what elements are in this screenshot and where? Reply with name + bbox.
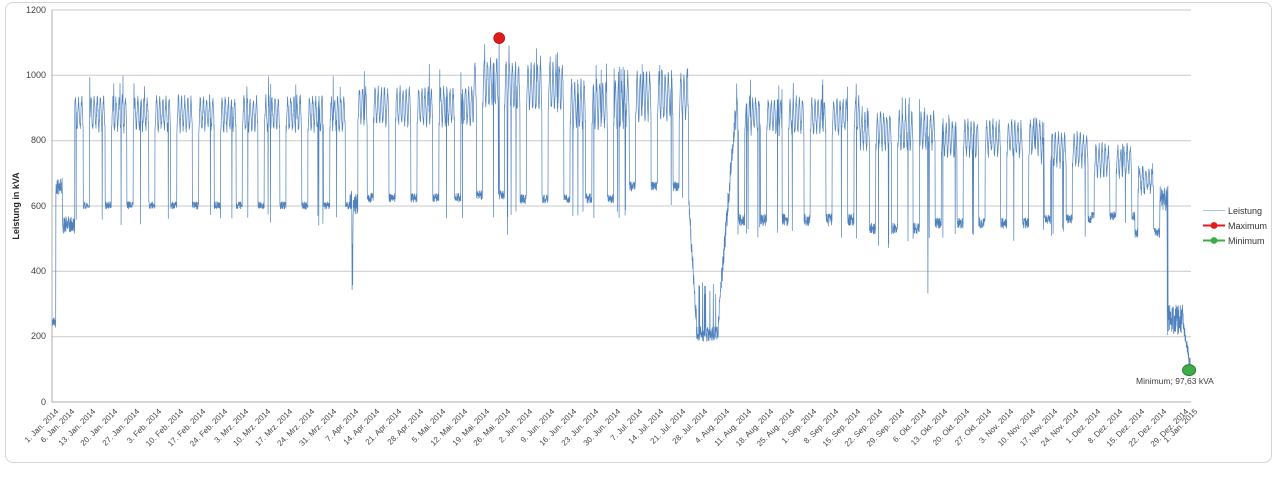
legend-label: Maximum [1228,220,1268,231]
y-tick-label: 1000 [25,69,46,80]
legend-label: Leistung [1228,205,1263,216]
legend: Leistung Maximum Minimum [1203,203,1275,248]
legend-item-minimum: Minimum [1203,233,1275,248]
y-tick-label: 800 [30,135,46,146]
legend-maximum-swatch [1203,222,1225,229]
legend-item-maximum: Maximum [1203,218,1275,233]
y-tick-label: 0 [40,396,46,407]
minimum-data-label: Minimum; 97,63 kVA [1136,376,1214,386]
y-tick-label: 1200 [25,4,46,15]
legend-item-leistung: Leistung [1203,203,1275,218]
legend-minimum-swatch [1203,237,1225,244]
y-tick-label: 400 [30,265,46,276]
legend-label: Minimum [1228,235,1265,246]
maximum-marker [493,32,506,44]
leistung-series-line [51,38,1192,371]
y-tick-label: 200 [30,331,46,342]
y-tick-label: 600 [30,200,46,211]
legend-leistung-swatch [1203,210,1225,211]
minimum-marker [1182,364,1197,377]
chart-card [5,2,1272,463]
